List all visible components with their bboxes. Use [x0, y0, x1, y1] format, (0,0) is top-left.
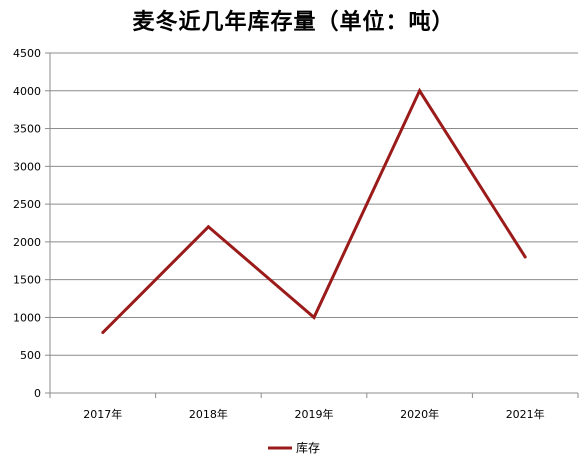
gridlines — [50, 52, 578, 356]
y-tick-label: 2500 — [13, 198, 41, 211]
axes — [45, 52, 579, 398]
x-tick-label: 2017年 — [83, 407, 122, 421]
series-lines — [101, 87, 527, 335]
data-point — [101, 331, 105, 335]
x-tick-label: 2020年 — [400, 407, 439, 421]
data-point — [523, 255, 527, 259]
y-tick-labels: 0 500 1000 1500 2000 2500 3000 3500 4000 4500 — [13, 47, 41, 400]
y-tick-label: 1500 — [13, 274, 41, 287]
data-point — [418, 89, 422, 93]
y-tick-label: 500 — [20, 349, 41, 362]
y-tick-label: 4500 — [13, 47, 41, 60]
legend: 库存 — [268, 440, 320, 455]
data-point — [312, 315, 316, 319]
x-tick-label: 2018年 — [189, 407, 228, 421]
chart-title: 麦冬近几年库存量（单位：吨） — [132, 9, 455, 35]
y-tick-label: 0 — [34, 387, 41, 400]
y-tick-label: 1000 — [13, 311, 41, 324]
y-tick-label: 2000 — [13, 236, 41, 249]
data-point — [206, 225, 210, 229]
y-tick-label: 4000 — [13, 85, 41, 98]
x-tick-label: 2021年 — [506, 407, 545, 421]
x-tick-label: 2019年 — [295, 407, 334, 421]
series-line — [101, 87, 527, 334]
y-tick-label: 3500 — [13, 123, 41, 136]
legend-label: 库存 — [296, 440, 320, 455]
x-tick-labels: 2017年 2018年 2019年 2020年 2021年 — [83, 407, 544, 421]
y-tick-label: 3000 — [13, 160, 41, 173]
